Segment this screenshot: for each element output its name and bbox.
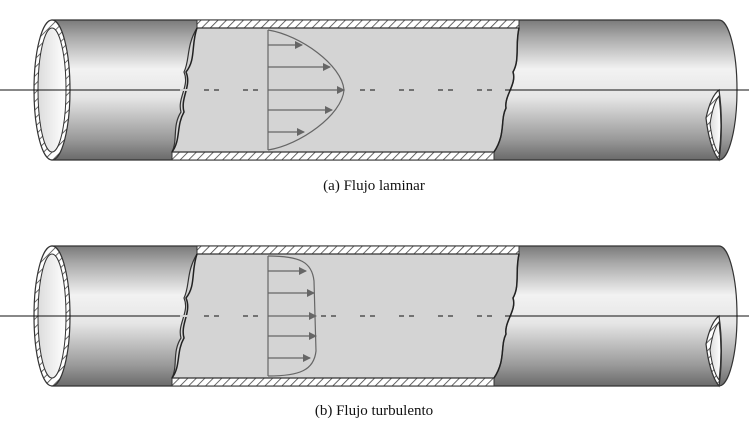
pipe-wall-top xyxy=(196,245,520,255)
velocity-profile-laminar xyxy=(267,29,345,151)
pipe-wall-bottom xyxy=(171,151,495,161)
laminar-figure: (a) Flujo laminar xyxy=(0,19,749,194)
pipe-wall-bottom xyxy=(171,377,495,387)
caption-laminar: (a) Flujo laminar xyxy=(323,178,425,194)
pipe-right-end-inner xyxy=(709,320,722,382)
velocity-profile-turbulent xyxy=(267,255,317,377)
turbulent-figure: (b) Flujo turbulento xyxy=(0,245,749,419)
pipe-right-end-inner xyxy=(709,94,722,156)
torn-edge-left xyxy=(171,27,198,153)
caption-turbulent: (b) Flujo turbulento xyxy=(315,403,433,419)
pipe-wall-top xyxy=(196,19,520,29)
torn-edge-left xyxy=(171,253,198,379)
